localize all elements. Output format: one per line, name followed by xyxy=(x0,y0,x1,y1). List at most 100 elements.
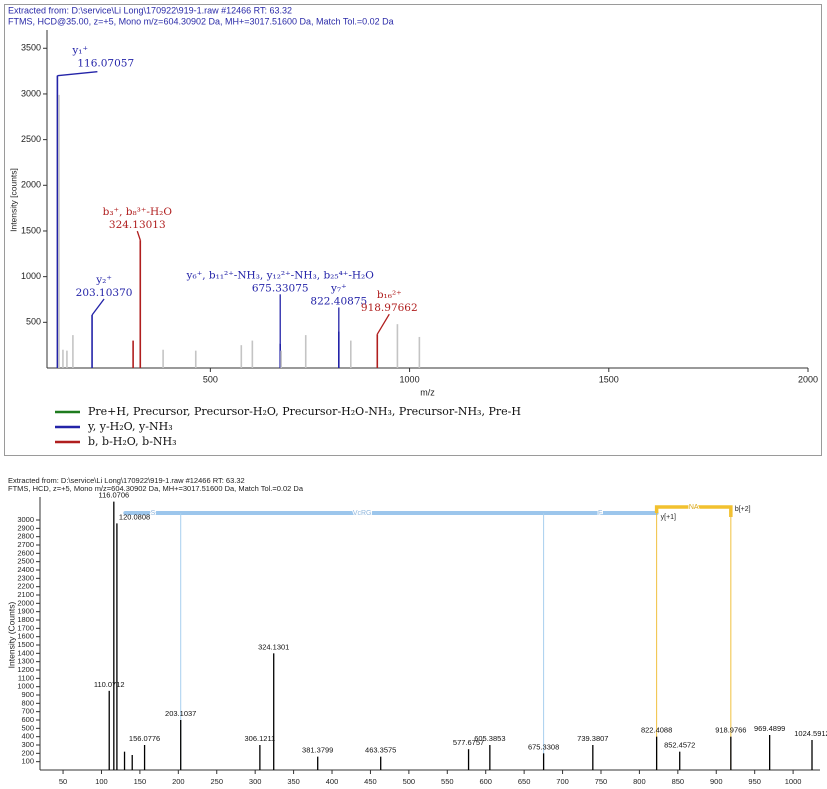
y-axis-label: Intensity [counts] xyxy=(8,168,18,232)
y-tick-label: 1500 xyxy=(17,640,34,649)
peak-label: 203.1037 xyxy=(165,709,196,718)
peak-label: 675.3308 xyxy=(528,742,559,751)
y-tick-label: 700 xyxy=(21,707,34,716)
y-tick-label: 2600 xyxy=(17,548,34,557)
header-line: Extracted from: D:\service\Li Long\17092… xyxy=(8,5,292,15)
x-tick-label: 2000 xyxy=(798,374,818,384)
y-tick-label: 1400 xyxy=(17,648,34,657)
y-tick-label: 2500 xyxy=(17,557,34,566)
peak-label: 739.3807 xyxy=(577,734,608,743)
y-tick-label: 2400 xyxy=(17,565,34,574)
y-tick-label: 2000 xyxy=(17,598,34,607)
mz-annotation: 203.10370 xyxy=(76,287,133,299)
y-tick-label: 1500 xyxy=(21,225,41,235)
ion-annotation: b₁₆²⁺ xyxy=(377,289,402,301)
y-tick-label: 2200 xyxy=(17,582,34,591)
peak-label: 463.3575 xyxy=(365,746,396,755)
x-tick-label: 650 xyxy=(518,777,531,786)
ion-annotation: y₇⁺ xyxy=(330,282,347,294)
label-connector xyxy=(91,298,105,316)
x-tick-label: 100 xyxy=(95,777,108,786)
x-tick-label: 50 xyxy=(59,777,67,786)
peak-label: 116.0706 xyxy=(98,491,129,500)
x-tick-label: 1000 xyxy=(785,777,802,786)
y-tick-label: 300 xyxy=(21,740,34,749)
y-tick-label: 3000 xyxy=(21,88,41,98)
y-tick-label: 1300 xyxy=(17,657,34,666)
label-connector xyxy=(57,71,98,77)
peak-label: 822.4088 xyxy=(641,726,672,735)
peak-label: 120.0808 xyxy=(119,512,150,521)
peak-label: 852.4572 xyxy=(664,741,695,750)
mz-annotation: 822.40875 xyxy=(310,295,367,307)
y-tick-label: 500 xyxy=(26,317,41,327)
label-connector xyxy=(136,230,141,241)
x-tick-label: 250 xyxy=(210,777,223,786)
y-tick-label: 100 xyxy=(21,757,34,766)
x-tick-label: 400 xyxy=(326,777,339,786)
y-tick-label: 2900 xyxy=(17,523,34,532)
label-connector xyxy=(376,313,390,335)
y-tick-label: 600 xyxy=(21,715,34,724)
peak-label: 324.1301 xyxy=(258,642,289,651)
ion-annotation: b₃⁺, b₈³⁺-H₂O xyxy=(103,206,173,218)
x-tick-label: 350 xyxy=(287,777,300,786)
x-tick-label: 1500 xyxy=(599,374,619,384)
x-tick-label: 550 xyxy=(441,777,454,786)
y-tick-label: 3500 xyxy=(21,43,41,53)
ion-annotation: y₂⁺ xyxy=(95,274,112,286)
y-tick-label: 1000 xyxy=(21,271,41,281)
y-tick-label: 1900 xyxy=(17,607,34,616)
mz-annotation: 116.07057 xyxy=(77,58,134,70)
header-line: FTMS, HCD, z=+5, Mono m/z=604.30902 Da, … xyxy=(8,484,304,493)
x-tick-label: 150 xyxy=(134,777,147,786)
mz-annotation: 675.33075 xyxy=(252,282,309,294)
x-axis-label: m/z xyxy=(420,387,435,397)
ion-label: y[+1] xyxy=(661,514,676,521)
sequence-bar-terminal xyxy=(654,505,733,517)
x-tick-label: 450 xyxy=(364,777,377,786)
y-tick-label: 900 xyxy=(21,690,34,699)
y-tick-label: 2000 xyxy=(21,180,41,190)
peak-label: 1024.5912 xyxy=(794,729,827,738)
ion-annotation: y₆⁺, b₁₁²⁺-NH₃, y₁₂²⁺-NH₃, b₂₅⁴⁺-H₂O xyxy=(186,269,375,281)
panel-frame xyxy=(4,4,822,456)
ion-annotation: y₁⁺ xyxy=(71,45,88,57)
y-tick-label: 1700 xyxy=(17,623,34,632)
sequence-label: S xyxy=(151,510,156,517)
mz-annotation: 918.97662 xyxy=(361,302,418,314)
y-tick-label: 2500 xyxy=(21,134,41,144)
x-tick-label: 850 xyxy=(672,777,685,786)
y-axis-label: Intensity (Counts) xyxy=(6,602,16,669)
x-tick-label: 600 xyxy=(479,777,492,786)
peak-label: 306.1211 xyxy=(245,734,276,743)
y-tick-label: 800 xyxy=(21,698,34,707)
peak-label: 918.9766 xyxy=(715,726,746,735)
legend-label: Pre+H, Precursor, Precursor-H₂O, Precurs… xyxy=(88,405,521,418)
y-tick-label: 2300 xyxy=(17,573,34,582)
peak-label: 156.0776 xyxy=(129,734,160,743)
y-tick-label: 2700 xyxy=(17,540,34,549)
header-line: Extracted from: D:\service\Li Long\17092… xyxy=(8,476,245,485)
sequence-label: F xyxy=(598,510,602,517)
legend-label: y, y-H₂O, y-NH₃ xyxy=(87,420,173,433)
sequence-label: VcRG xyxy=(353,510,372,517)
sequence-label: NA xyxy=(689,504,699,511)
ion-label: b[+2] xyxy=(735,506,751,513)
x-tick-label: 500 xyxy=(403,777,416,786)
y-tick-label: 2100 xyxy=(17,590,34,599)
legend-label: b, b-H₂O, b-NH₃ xyxy=(88,435,177,448)
peak-label: 577.6757 xyxy=(453,738,484,747)
y-tick-label: 1800 xyxy=(17,615,34,624)
x-tick-label: 950 xyxy=(748,777,761,786)
x-tick-label: 200 xyxy=(172,777,185,786)
y-tick-label: 400 xyxy=(21,732,34,741)
y-tick-label: 200 xyxy=(21,748,34,757)
y-tick-label: 2800 xyxy=(17,532,34,541)
mz-annotation: 324.13013 xyxy=(109,219,166,231)
y-tick-label: 1000 xyxy=(17,682,34,691)
x-tick-label: 1000 xyxy=(400,374,420,384)
x-tick-label: 500 xyxy=(203,374,218,384)
peak-label: 381.3799 xyxy=(302,746,333,755)
